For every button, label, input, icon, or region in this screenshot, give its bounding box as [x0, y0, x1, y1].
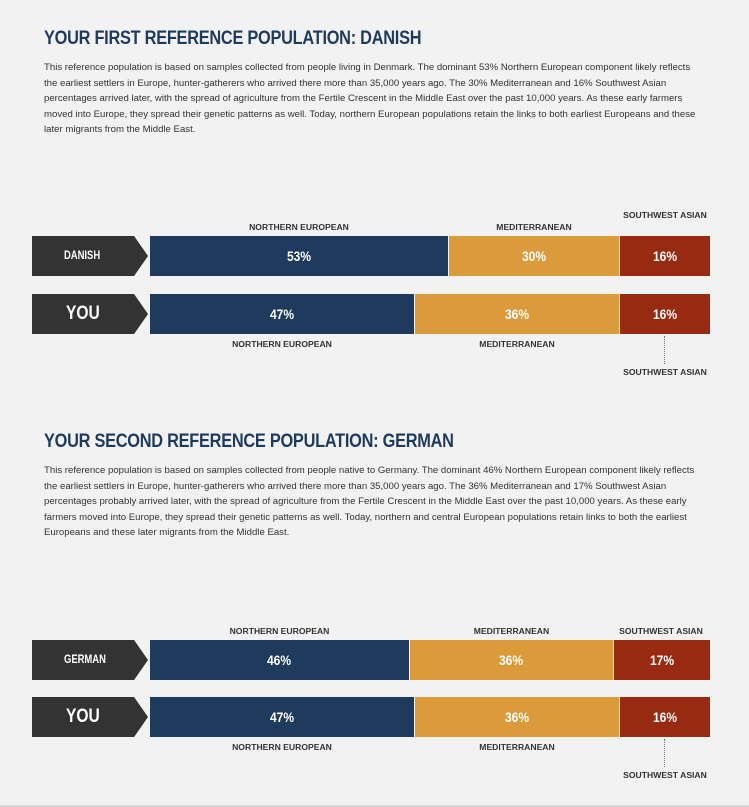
leader-line [664, 336, 665, 364]
leader-line [664, 739, 665, 767]
bar-segment-mediterranean: 36% [410, 640, 613, 680]
bar-segment-southwest-asian: 16% [620, 236, 710, 276]
label-northern-european: NORTHERN EUROPEAN [232, 742, 332, 752]
label-southwest-asian: SOUTHWEST ASIAN [623, 770, 707, 780]
section-heading: YOUR SECOND REFERENCE POPULATION: GERMAN [44, 431, 454, 452]
bar-segment-mediterranean: 36% [415, 294, 619, 334]
bar-segment-northern-european: 53% [150, 236, 448, 276]
label-mediterranean: MEDITERRANEAN [496, 222, 572, 232]
section-description: This reference population is based on sa… [44, 62, 696, 135]
bar-value: 36% [504, 709, 530, 725]
bar-value: 47% [269, 709, 295, 725]
bar-value: 46% [267, 652, 292, 668]
bar-segment-northern-european: 47% [150, 697, 414, 737]
bar-value: 16% [652, 306, 678, 322]
bar-value: 16% [652, 709, 678, 725]
bar-value: 36% [499, 652, 524, 668]
label-northern-european: NORTHERN EUROPEAN [229, 626, 330, 636]
label-northern-european: NORTHERN EUROPEAN [232, 339, 332, 349]
bar-value: 36% [504, 306, 530, 322]
bar-segment-southwest-asian: 17% [614, 640, 710, 680]
population-tag-label: YOU [66, 706, 100, 727]
bar-segment-southwest-asian: 16% [620, 294, 710, 334]
bar-segment-northern-european: 47% [150, 294, 414, 334]
bar-segment-mediterranean: 30% [449, 236, 619, 276]
label-mediterranean: MEDITERRANEAN [479, 742, 555, 752]
population-tag-you: YOU [32, 697, 148, 737]
population-tag-you: YOU [32, 294, 148, 334]
bottom-divider [0, 805, 749, 807]
label-mediterranean: MEDITERRANEAN [479, 339, 555, 349]
bar-segment-southwest-asian: 16% [620, 697, 710, 737]
section-heading: YOUR FIRST REFERENCE POPULATION: DANISH [44, 28, 422, 49]
bar-value: 47% [269, 306, 295, 322]
label-southwest-asian: SOUTHWEST ASIAN [623, 210, 707, 220]
population-tag-german: GERMAN [32, 640, 148, 680]
population-tag-danish: DANISH [32, 236, 148, 276]
label-southwest-asian: SOUTHWEST ASIAN [619, 626, 703, 636]
label-mediterranean: MEDITERRANEAN [473, 626, 550, 636]
bar-value: 17% [649, 652, 675, 668]
bar-value: 53% [286, 248, 312, 264]
label-northern-european: NORTHERN EUROPEAN [249, 222, 349, 232]
bar-value: 16% [652, 248, 678, 264]
bar-segment-northern-european: 46% [150, 640, 409, 680]
population-tag-label: DANISH [64, 250, 101, 262]
bar-value: 30% [521, 248, 547, 264]
label-southwest-asian: SOUTHWEST ASIAN [623, 367, 707, 377]
population-tag-label: GERMAN [64, 654, 106, 666]
bar-segment-mediterranean: 36% [415, 697, 619, 737]
section-description: This reference population is based on sa… [44, 465, 695, 538]
population-tag-label: YOU [66, 303, 100, 324]
